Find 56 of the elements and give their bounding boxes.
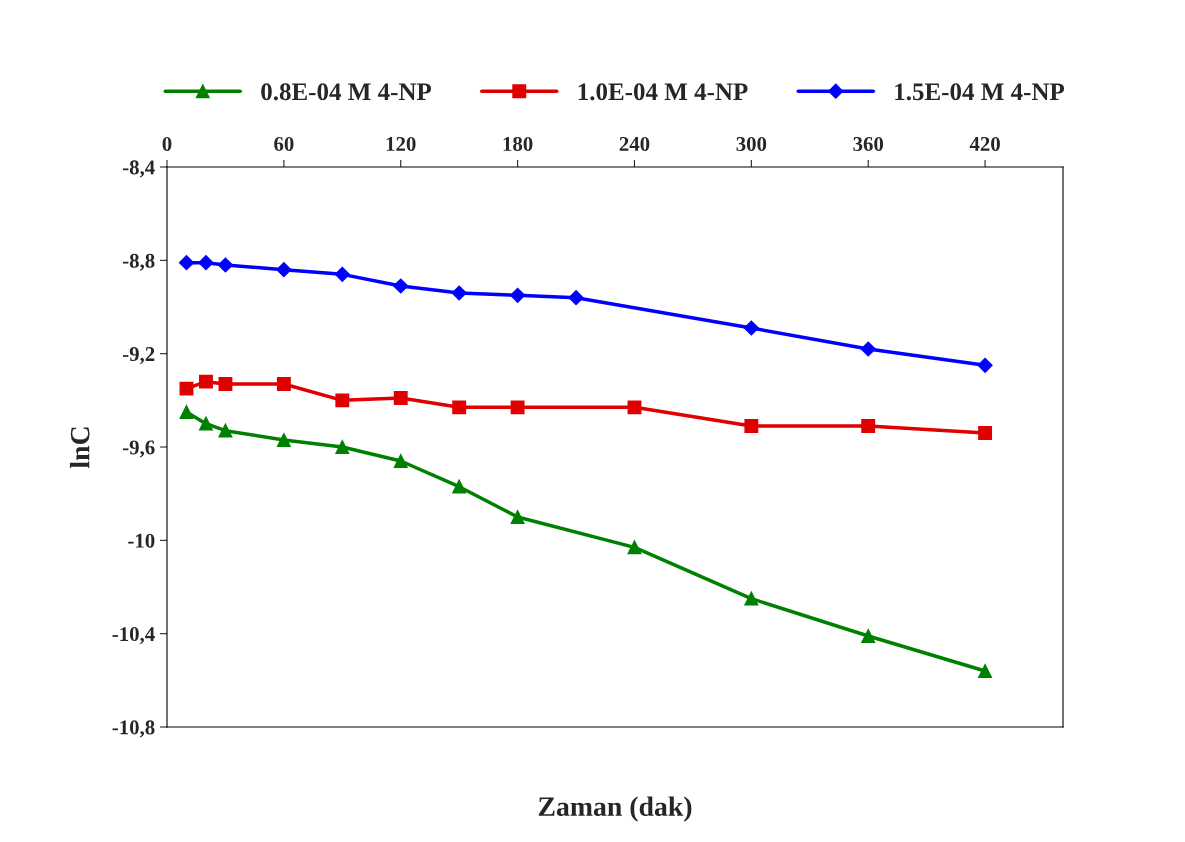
point [451,285,467,301]
point [978,426,993,440]
point [393,278,409,294]
x-tick-label: 60 [274,136,294,151]
point [178,255,195,271]
point [217,257,234,273]
point [743,320,759,336]
y-tick-label: -10 [128,533,155,548]
point [452,400,467,415]
legend-label: 1.0E-04 M 4-NP [578,83,748,101]
point [861,419,876,433]
x-tick-label: 120 [386,136,416,151]
x-tick-label: 360 [853,136,884,151]
y-tick-label: -10,4 [112,627,155,645]
x-tick-label: 0 [162,136,172,151]
point [334,266,350,282]
point [744,591,759,606]
point [179,381,194,396]
point [393,391,408,405]
y-tick-label: -10,8 [112,720,155,738]
y-tick-label: -8,4 [122,160,155,178]
point [199,374,213,389]
x-tick-label: 180 [503,136,533,151]
point [276,377,291,391]
point [276,433,291,447]
point [861,629,876,643]
point [978,664,993,678]
x-axis-title: Zaman (dak) [538,796,692,822]
point [276,262,292,278]
point [335,393,350,408]
legend-label: 0.8E-04 M 4-NP [261,83,432,101]
point [977,357,993,373]
point [218,377,233,391]
legend-label: 1.5E-04 M 4-NP [895,83,1065,101]
point [393,454,408,468]
point [179,405,194,419]
y-tick-label: -8,8 [122,253,155,271]
point [860,341,876,357]
point [627,400,642,415]
point [744,419,759,433]
point [510,400,525,415]
point [452,479,467,494]
x-tick-label: 240 [619,136,650,151]
point [335,440,350,454]
x-tick-label: 420 [969,136,1000,151]
y-axis-title: lnC [69,427,90,469]
point [510,510,525,524]
point [510,287,526,303]
y-tick-label: -9,2 [122,347,155,365]
x-tick-label: 300 [736,136,767,151]
point [218,423,233,438]
point [198,255,214,271]
point [199,416,213,431]
point [568,290,584,306]
y-tick-label: -9,6 [122,440,155,458]
point [627,540,642,555]
